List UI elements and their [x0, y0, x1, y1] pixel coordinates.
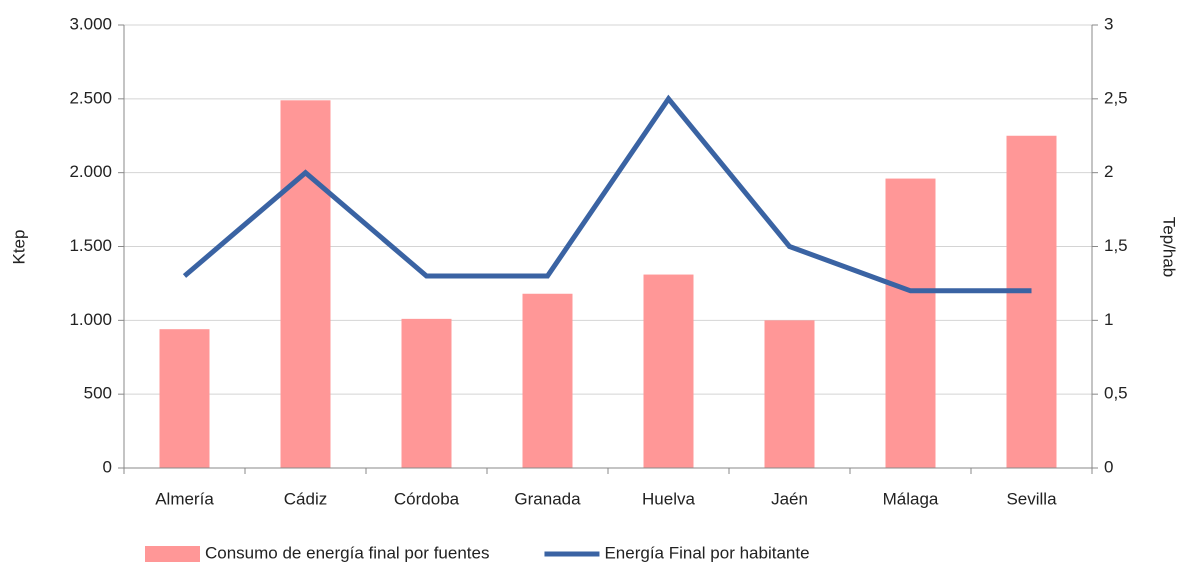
- x-tick-label: Córdoba: [394, 489, 460, 508]
- x-tick-label: Cádiz: [284, 489, 327, 508]
- x-tick-label: Jaén: [771, 489, 808, 508]
- bar: [764, 320, 815, 468]
- x-tick-label: Málaga: [883, 489, 939, 508]
- bar: [643, 274, 694, 468]
- y-tick-label: 2.500: [69, 88, 112, 107]
- y-tick-label: 2.000: [69, 162, 112, 181]
- x-tick-label: Granada: [514, 489, 581, 508]
- y-tick-label: 1.000: [69, 310, 112, 329]
- y2-tick-label: 1: [1104, 310, 1113, 329]
- legend-label: Energía Final por habitante: [604, 543, 809, 562]
- y-tick-label: 1.500: [69, 236, 112, 255]
- y-tick-label: 500: [84, 384, 112, 403]
- x-tick-label: Almería: [155, 489, 214, 508]
- legend-label: Consumo de energía final por fuentes: [205, 543, 489, 562]
- y2-tick-label: 0,5: [1104, 384, 1128, 403]
- bar: [885, 178, 936, 468]
- x-tick-label: Huelva: [642, 489, 695, 508]
- legend-swatch: [145, 546, 200, 562]
- bar: [522, 293, 573, 468]
- bar: [1006, 135, 1057, 468]
- bar: [401, 318, 452, 468]
- x-tick-label: Sevilla: [1006, 489, 1057, 508]
- line: [182, 94, 1032, 294]
- bar: [159, 329, 210, 468]
- y2-tick-label: 0: [1104, 457, 1113, 476]
- y2-tick-label: 2: [1104, 162, 1113, 181]
- bar: [280, 100, 331, 468]
- y-tick-label: 0: [103, 457, 112, 476]
- y2-tick-label: 1,5: [1104, 236, 1128, 255]
- y2-axis-label: Tep/hab: [1160, 217, 1179, 278]
- y2-tick-label: 2,5: [1104, 88, 1128, 107]
- y-tick-label: 3.000: [69, 14, 112, 33]
- y-axis-label: Ktep: [9, 230, 28, 265]
- y2-tick-label: 3: [1104, 14, 1113, 33]
